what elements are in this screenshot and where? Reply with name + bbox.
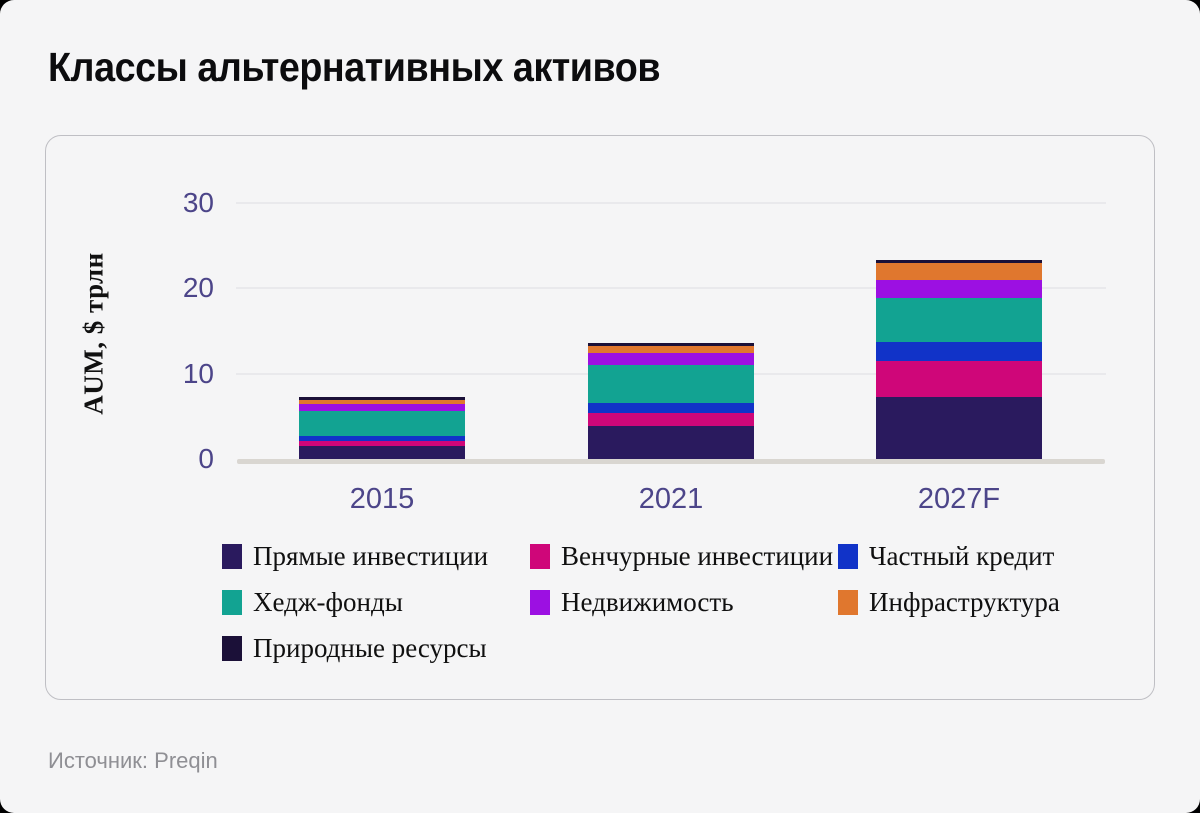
x-tick-2015: 2015	[349, 483, 415, 515]
bar-segment-2021-Частный кредит	[588, 402, 754, 413]
bar-segment-2027F-Частный кредит	[876, 341, 1042, 361]
bar-segment-2015-Хедж-фонды	[299, 411, 465, 436]
bar-segment-2021-Природные ресурсы	[588, 342, 754, 347]
bar-segment-2027F-Прямые инвестиции	[876, 396, 1042, 459]
bar-segment-2015-Инфраструктура	[299, 400, 465, 405]
legend-item: Прямые инвестиции	[222, 542, 530, 570]
y-tick-30: 30	[182, 186, 214, 218]
legend-swatch	[222, 635, 242, 661]
x-axis-baseline	[237, 459, 1105, 464]
page-title: Классы альтернативных активов	[48, 44, 661, 90]
y-tick-20: 20	[182, 272, 214, 303]
source-note: Источник: Preqin	[48, 748, 218, 773]
x-tick-2021: 2021	[638, 483, 704, 515]
legend-item: Хедж-фонды	[222, 588, 530, 616]
bar-segment-2015-Прямые инвестиции	[299, 446, 465, 459]
legend-item: Инфраструктура	[838, 588, 1146, 616]
bar-segment-2027F-Хедж-фонды	[876, 298, 1042, 342]
legend-swatch	[222, 589, 242, 615]
bar-segment-2015-Венчурные инвестиции	[299, 441, 465, 447]
chart-card: AUM, $ трлн 0 10 20 30 2015 2021 2027F Прямые …	[45, 135, 1155, 700]
legend-label: Инфраструктура	[869, 587, 1060, 617]
legend-swatch	[530, 589, 550, 615]
legend-item: Недвижимость	[530, 588, 838, 616]
bar-segment-2021-Хедж-фонды	[588, 364, 754, 403]
bar-segment-2027F-Венчурные инвестиции	[876, 360, 1042, 397]
legend-item: Частный кредит	[838, 542, 1146, 570]
legend-swatch	[838, 589, 858, 615]
bar-segment-2015-Природные ресурсы	[299, 397, 465, 400]
bar-segment-2015-Недвижимость	[299, 404, 465, 412]
bar-segment-2027F-Природные ресурсы	[876, 259, 1042, 264]
gridline-20	[236, 287, 1106, 289]
legend-swatch	[222, 543, 242, 569]
plot-area: AUM, $ трлн 0 10 20 30 2015 2021 2027F	[46, 136, 1154, 699]
y-tick-0: 0	[198, 443, 214, 474]
legend-label: Недвижимость	[561, 587, 734, 617]
bar-segment-2021-Венчурные инвестиции	[588, 412, 754, 426]
chart-legend: Прямые инвестиции Венчурные инвестиции Час…	[222, 542, 1142, 662]
gridline-30	[236, 201, 1106, 204]
legend-item: Венчурные инвестиции	[530, 542, 838, 570]
bar-segment-2021-Недвижимость	[588, 352, 754, 365]
legend-label: Прямые инвестиции	[253, 541, 489, 571]
bar-segment-2021-Прямые инвестиции	[588, 425, 754, 459]
legend-swatch	[838, 543, 858, 569]
legend-label: Природные ресурсы	[253, 633, 487, 663]
legend-label: Частный кредит	[869, 541, 1055, 571]
legend-label: Хедж-фонды	[253, 587, 403, 617]
legend-label: Венчурные инвестиции	[561, 541, 834, 571]
bar-segment-2027F-Инфраструктура	[876, 263, 1042, 281]
y-axis-label: AUM, $ трлн	[78, 252, 109, 415]
y-tick-10: 10	[182, 357, 214, 389]
bar-segment-2015-Частный кредит	[299, 435, 465, 442]
bar-segment-2021-Инфраструктура	[588, 346, 754, 353]
bar-segment-2027F-Недвижимость	[876, 280, 1042, 299]
x-tick-2027F: 2027F	[917, 483, 1001, 515]
legend-swatch	[530, 543, 550, 569]
legend-item: Природные ресурсы	[222, 634, 530, 662]
